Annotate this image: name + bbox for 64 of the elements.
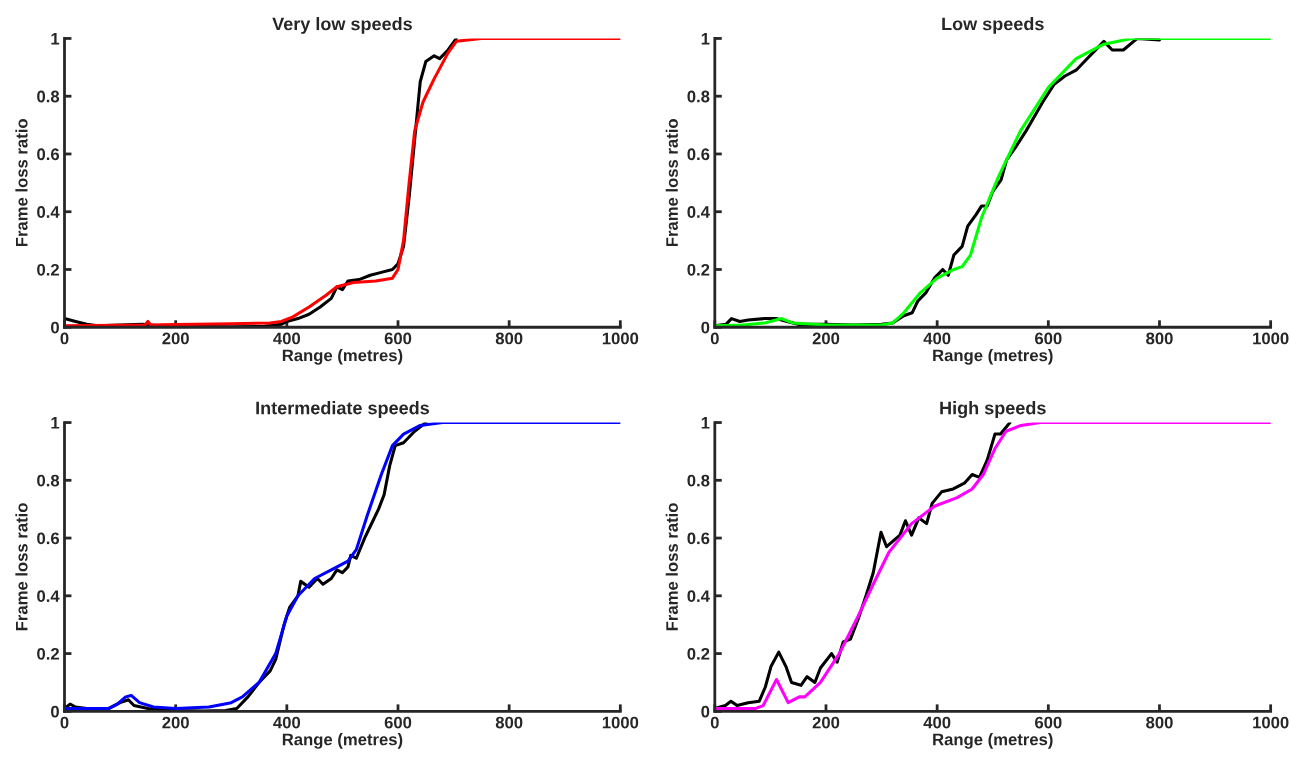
y-tick-label: 0.4: [687, 206, 710, 218]
y-tick-label: 0.8: [687, 474, 710, 487]
line-series: [64, 422, 621, 710]
y-tick-label: 0.6: [687, 532, 710, 545]
y-tick-label: 0.8: [37, 474, 60, 487]
x-tick-label: 600: [384, 332, 412, 345]
chart-title: Intermediate speeds: [256, 401, 429, 418]
y-tick-label: 0.2: [37, 263, 59, 276]
x-tick-label: 200: [162, 332, 189, 345]
x-tick-label: 800: [495, 332, 523, 345]
x-tick-label: 1000: [1253, 716, 1289, 729]
x-axis-title: Range (metres): [282, 349, 403, 365]
line-series: [714, 38, 1271, 328]
line-series: [64, 38, 621, 328]
chart-title: High speeds: [940, 401, 1046, 419]
x-tick-label: 600: [1035, 716, 1062, 729]
y-tick-label: 0: [51, 705, 59, 718]
x-tick-label: 200: [162, 716, 189, 729]
x-tick-label: 0: [710, 332, 719, 345]
y-tick-label: 0.6: [37, 148, 60, 161]
x-tick-label: 600: [1035, 332, 1062, 345]
x-tick-label: 200: [812, 716, 840, 729]
y-axis-title: Frame loss ratio: [15, 503, 28, 631]
y-tick-label: 1: [51, 417, 60, 429]
x-tick-label: 800: [495, 716, 523, 729]
x-axis-title: Range (metres): [933, 349, 1053, 365]
x-axis-title: Range (metres): [282, 733, 403, 749]
x-tick-label: 400: [923, 332, 951, 345]
y-axis-title: Frame loss ratio: [15, 119, 28, 247]
y-tick-label: 0.2: [37, 647, 59, 660]
y-tick-label: 0.6: [687, 148, 710, 161]
y-tick-label: 0.8: [37, 90, 60, 103]
y-tick-label: 0.2: [687, 263, 710, 276]
x-tick-label: 400: [273, 716, 301, 729]
x-tick-label: 1000: [602, 332, 639, 345]
x-tick-label: 0: [710, 716, 719, 729]
line-series: [714, 422, 1271, 710]
x-tick-label: 1000: [1253, 332, 1289, 345]
y-tick-label: 1: [701, 417, 710, 429]
y-tick-label: 0: [701, 321, 710, 334]
y-axis-title: Frame loss ratio: [665, 119, 678, 247]
y-axis-title: Frame loss ratio: [665, 503, 678, 631]
chart-title: Low speeds: [942, 17, 1044, 34]
x-tick-label: 200: [812, 332, 840, 345]
y-tick-label: 0.2: [687, 647, 710, 660]
y-tick-label: 0.4: [37, 206, 60, 218]
x-tick-label: 0: [60, 716, 69, 729]
x-tick-label: 800: [1146, 332, 1173, 345]
x-tick-label: 1000: [602, 716, 639, 729]
x-axis-title: Range (metres): [933, 733, 1053, 749]
chart-title: Very low speeds: [272, 17, 412, 34]
y-tick-label: 0: [51, 321, 59, 334]
x-tick-label: 400: [273, 332, 301, 345]
x-tick-label: 0: [60, 332, 69, 345]
x-tick-label: 800: [1146, 716, 1173, 729]
y-tick-label: 0: [701, 705, 710, 718]
y-tick-label: 0.4: [687, 590, 710, 603]
y-tick-label: 1: [701, 33, 710, 45]
x-tick-label: 400: [923, 716, 951, 729]
y-tick-label: 0.8: [687, 90, 710, 103]
y-tick-label: 1: [51, 33, 60, 45]
y-tick-label: 0.4: [37, 590, 60, 603]
x-tick-label: 600: [384, 716, 412, 729]
y-tick-label: 0.6: [37, 532, 60, 545]
